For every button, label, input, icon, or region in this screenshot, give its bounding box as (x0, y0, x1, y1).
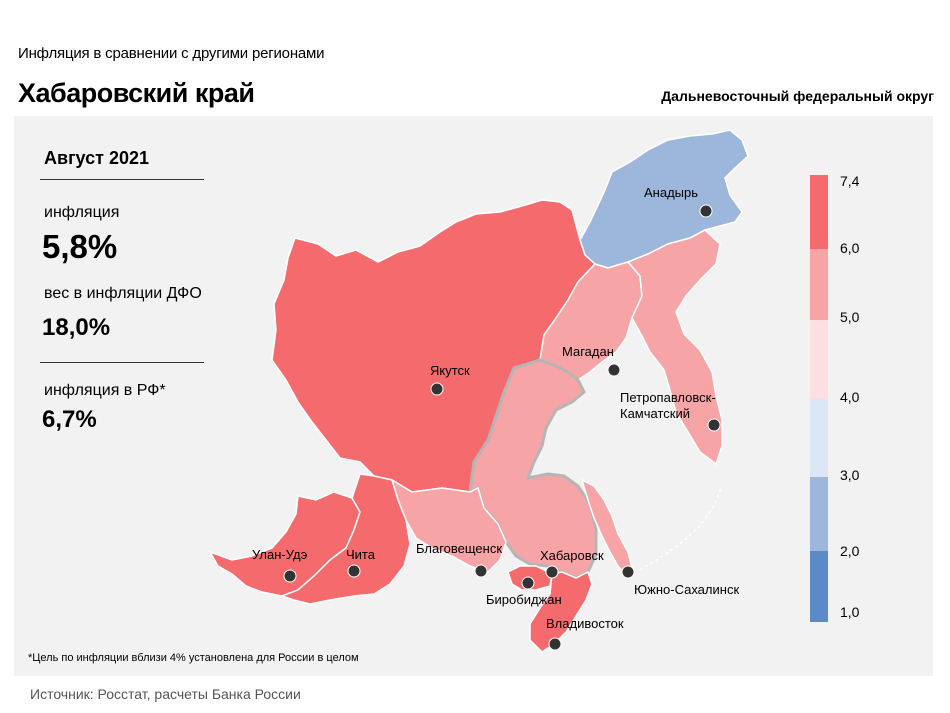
label-khabarovsk: Хабаровск (540, 548, 604, 563)
page-subtitle: Инфляция в сравнении с другими регионами (18, 45, 325, 62)
divider-bottom (40, 362, 204, 363)
label-blagoveshchensk: Благовещенск (416, 541, 502, 556)
label-petropavlovsk-1: Петропавловск- (620, 390, 716, 405)
district-name: Дальневосточный федеральный округ (661, 88, 934, 104)
legend-tick-6: 2,0 (840, 543, 860, 559)
marker-yuzhno-sakhalinsk[interactable] (621, 565, 635, 579)
inflation-label: инфляция (44, 204, 120, 221)
marker-anadyr[interactable] (699, 204, 713, 218)
marker-blagoveshchensk[interactable] (474, 564, 488, 578)
legend-scale (810, 175, 828, 622)
marker-magadan[interactable] (607, 363, 621, 377)
legend-band-3 (810, 320, 828, 399)
weight-value: 18,0% (42, 314, 111, 341)
region-kamchatka[interactable] (626, 229, 723, 466)
legend-band-6 (810, 551, 828, 622)
marker-yakutsk[interactable] (430, 382, 444, 396)
marker-vladivostok[interactable] (548, 637, 562, 651)
weight-label: вес в инфляции ДФО (44, 285, 202, 302)
marker-petropavlovsk[interactable] (707, 418, 721, 432)
legend-tick-7: 1,0 (840, 604, 860, 620)
rf-inflation-value: 6,7% (42, 406, 97, 433)
footnote: *Цель по инфляции вблизи 4% установлена … (28, 652, 359, 664)
divider-top (40, 179, 204, 180)
legend-band-5 (810, 477, 828, 551)
label-anadyr: Анадырь (644, 185, 698, 200)
marker-ulan-ude[interactable] (283, 569, 297, 583)
legend-band-2 (810, 249, 828, 320)
marker-khabarovsk[interactable] (545, 565, 559, 579)
label-yakutsk: Якутск (430, 363, 470, 378)
legend-tick-4: 4,0 (840, 389, 860, 405)
label-yuzhno-sakhalinsk: Южно-Сахалинск (634, 582, 739, 597)
legend-tick-1: 7,4 (840, 173, 860, 189)
inflation-value: 5,8% (42, 228, 118, 265)
label-petropavlovsk-2: Камчатский (620, 406, 690, 421)
legend-band-1 (810, 175, 828, 249)
rf-inflation-label: инфляция в РФ* (44, 382, 166, 399)
label-magadan: Магадан (562, 344, 614, 359)
city-markers (283, 204, 721, 651)
marker-chita[interactable] (347, 564, 361, 578)
marker-birobidzhan[interactable] (521, 576, 535, 590)
label-birobidzhan: Биробиджан (486, 592, 562, 607)
legend-band-4 (810, 399, 828, 477)
label-chita: Чита (346, 547, 376, 562)
legend-tick-2: 6,0 (840, 240, 860, 256)
period-label: Август 2021 (44, 148, 149, 168)
page-title: Хабаровский край (18, 78, 255, 108)
kuril-islands (639, 485, 723, 571)
region-amur[interactable] (390, 478, 507, 573)
legend-tick-3: 5,0 (840, 309, 860, 325)
label-vladivostok: Владивосток (546, 616, 624, 631)
legend-tick-5: 3,0 (840, 467, 860, 483)
region-primorye[interactable] (529, 570, 593, 653)
source-note: Источник: Росстат, расчеты Банка России (30, 686, 301, 702)
region-zabaikalsky[interactable] (279, 473, 411, 605)
label-ulan-ude: Улан-Удэ (252, 547, 308, 562)
